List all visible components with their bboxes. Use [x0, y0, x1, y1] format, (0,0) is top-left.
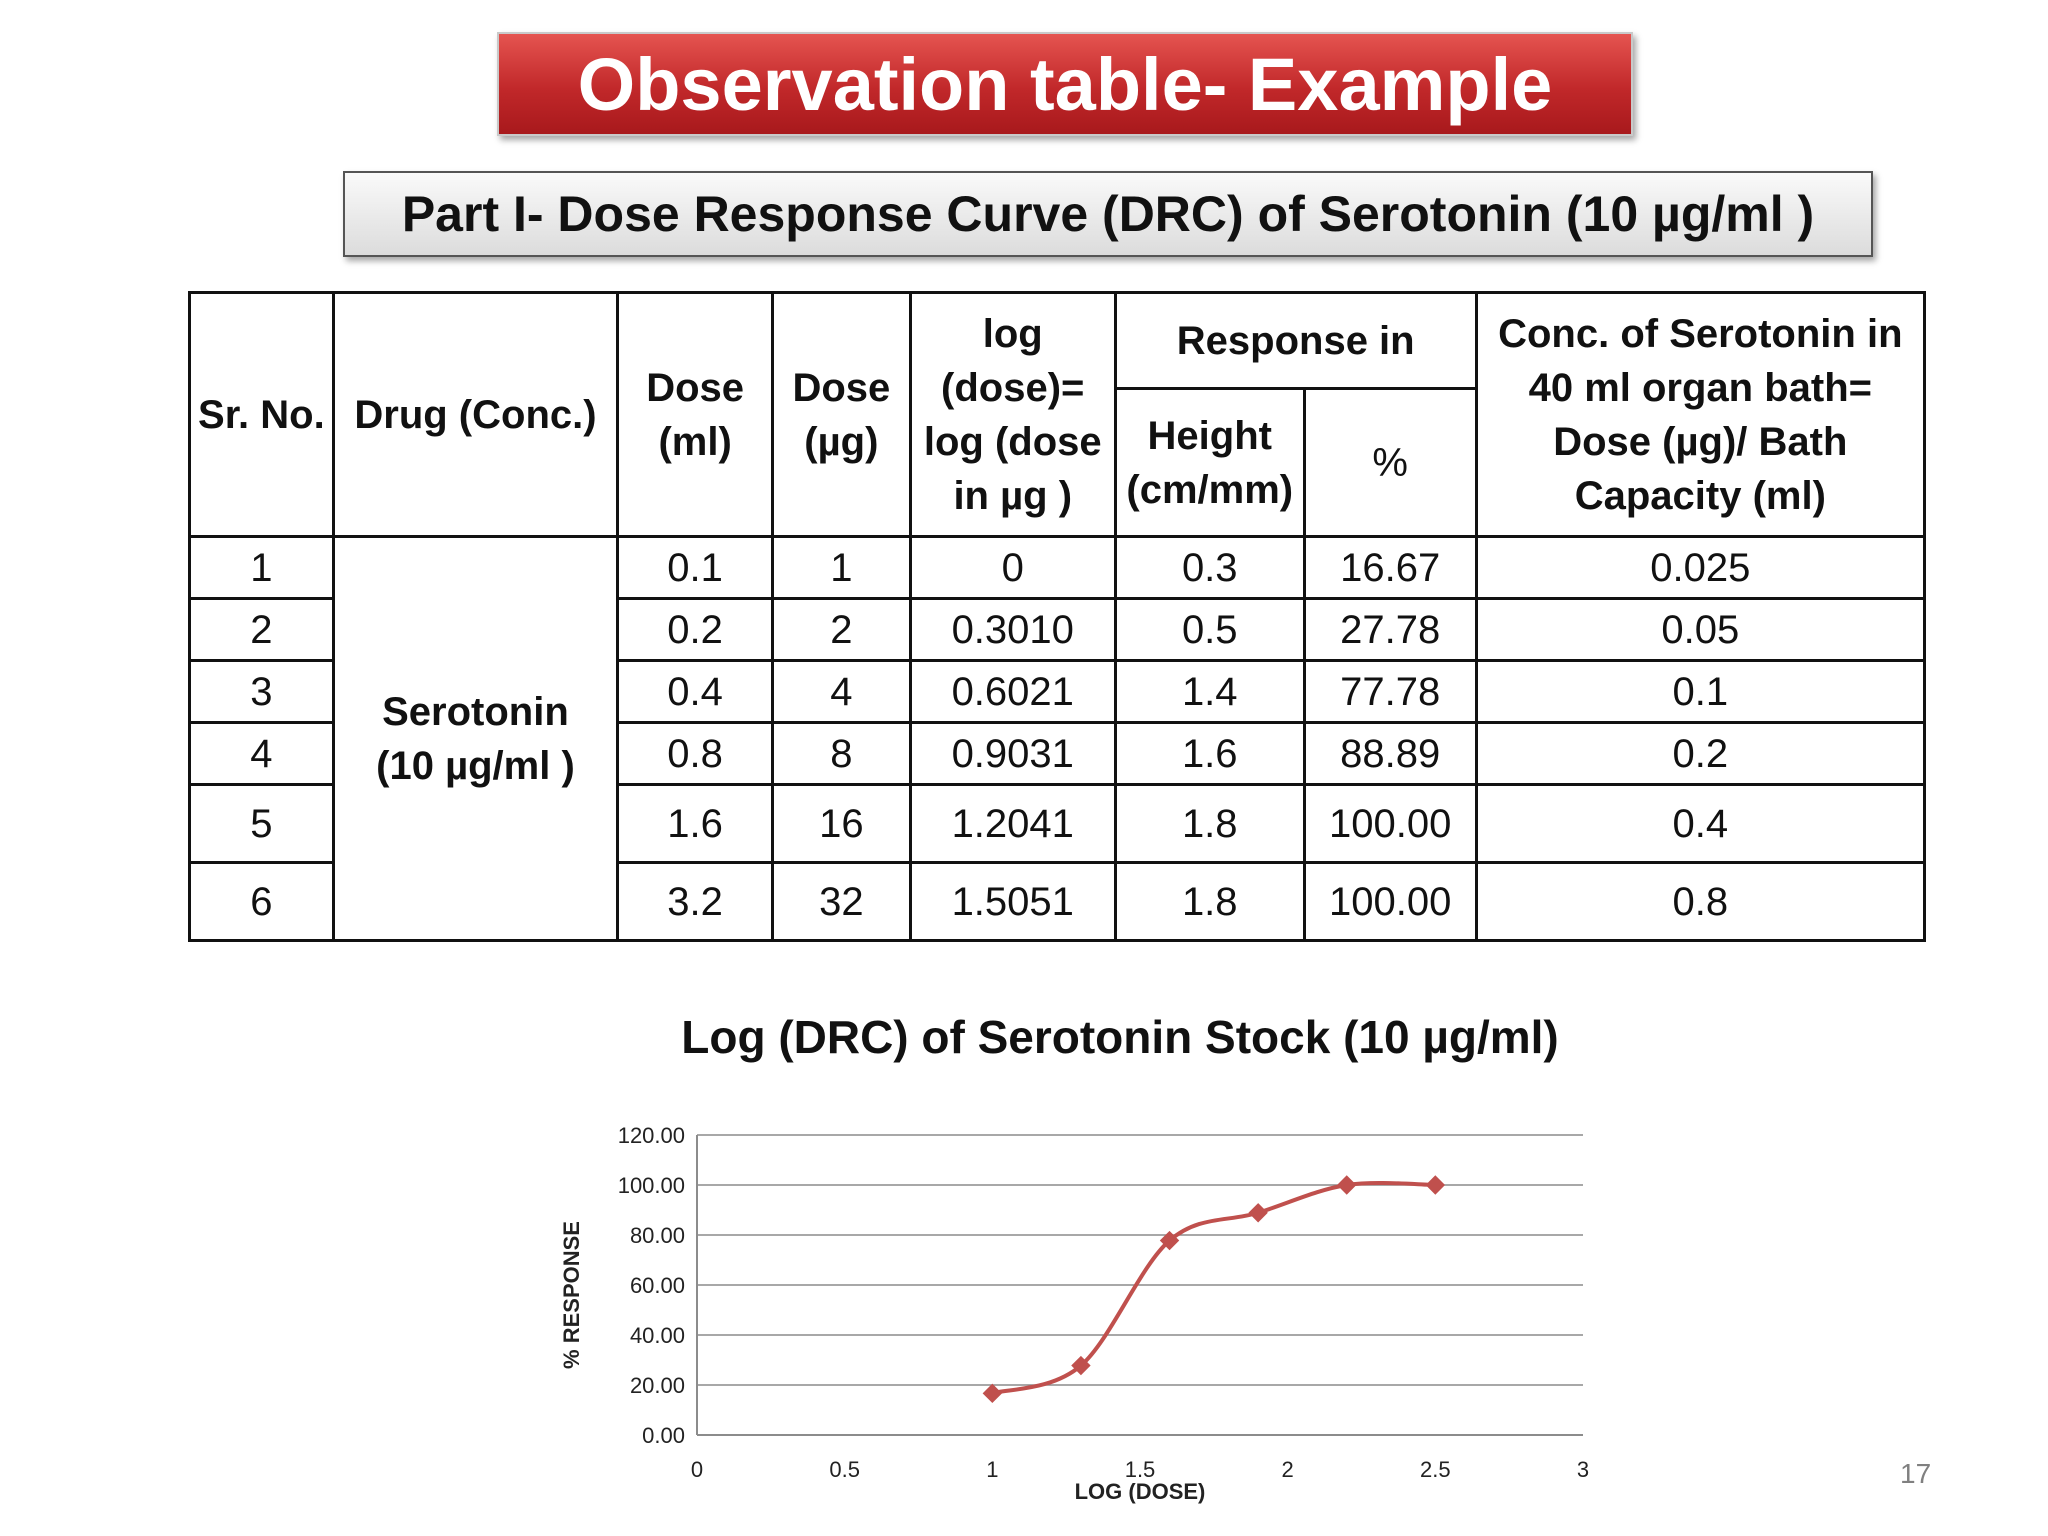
cell-height: 1.8 — [1113, 783, 1306, 864]
cell-dose-ug: 4 — [771, 659, 912, 724]
cell-conc: 0.1 — [1474, 659, 1927, 724]
cell-log-dose: 0.9031 — [908, 721, 1117, 786]
x-tick-label: 0.5 — [829, 1457, 860, 1482]
cell-sr: 6 — [188, 861, 335, 942]
table-row: 5 1.6 16 1.2041 1.8 100.00 0.4 — [188, 783, 1927, 864]
data-point-marker — [1159, 1230, 1180, 1251]
chart-plot: 0.00 20.00 40.00 60.00 80.00 100.00 120.00 0 0.5… — [559, 1123, 1589, 1504]
drug-cell: Serotonin (10 µg/ml ) — [331, 535, 620, 942]
cell-dose-ml: 0.8 — [616, 721, 774, 786]
cell-dose-ug: 16 — [771, 783, 912, 864]
cell-sr: 2 — [188, 597, 335, 662]
cell-dose-ml: 0.1 — [616, 535, 774, 600]
header-height: Height (cm/mm) — [1113, 387, 1306, 538]
table-row: 1 Serotonin (10 µg/ml ) 0.1 1 0 0.3 16.6… — [188, 535, 1927, 942]
x-tick-label: 2 — [1282, 1457, 1294, 1482]
cell-conc: 0.2 — [1474, 721, 1927, 786]
cell-height: 1.8 — [1113, 861, 1306, 942]
cell-dose-ml: 1.6 — [616, 783, 774, 864]
y-axis-label: % RESPONSE — [559, 1221, 584, 1369]
cell-conc: 0.05 — [1474, 597, 1927, 662]
series-line — [991, 1180, 1436, 1396]
cell-dose-ug: 32 — [771, 861, 912, 942]
cell-log-dose: 1.5051 — [908, 861, 1117, 942]
data-point-marker — [1248, 1203, 1268, 1223]
chart-title: Log (DRC) of Serotonin Stock (10 µg/ml) — [681, 1011, 1559, 1063]
header-conc: Conc. of Serotonin in 40 ml organ bath= … — [1474, 291, 1927, 538]
drc-chart: Log (DRC) of Serotonin Stock (10 µg/ml) … — [540, 1010, 1700, 1530]
header-response-in: Response in — [1113, 291, 1478, 390]
y-tick-label: 60.00 — [630, 1273, 685, 1298]
data-point-marker — [982, 1383, 1003, 1404]
cell-conc: 0.025 — [1474, 535, 1927, 600]
slide-title: Observation table- Example — [497, 32, 1633, 136]
cell-sr: 5 — [188, 783, 335, 864]
y-tick-label: 40.00 — [630, 1323, 685, 1348]
cell-height: 1.6 — [1113, 721, 1306, 786]
header-drug: Drug (Conc.) — [331, 291, 620, 538]
cell-height: 0.3 — [1113, 535, 1306, 600]
cell-conc: 0.4 — [1474, 783, 1927, 864]
cell-log-dose: 0 — [908, 535, 1117, 600]
drug-conc: (10 µg/ml ) — [376, 743, 575, 788]
cell-sr: 3 — [188, 659, 335, 724]
slide-subtitle: Part I- Dose Response Curve (DRC) of Ser… — [343, 171, 1873, 257]
y-tick-label: 20.00 — [630, 1373, 685, 1398]
data-point-marker — [1071, 1355, 1091, 1376]
cell-percent: 88.89 — [1302, 721, 1478, 786]
data-point-marker — [1337, 1175, 1357, 1195]
x-tick-label: 2.5 — [1420, 1457, 1451, 1482]
cell-sr: 1 — [188, 535, 335, 600]
drug-name: Serotonin — [382, 689, 569, 734]
cell-dose-ug: 2 — [771, 597, 912, 662]
cell-conc: 0.8 — [1474, 861, 1927, 942]
x-tick-label: 3 — [1577, 1457, 1589, 1482]
table-row: 4 0.8 8 0.9031 1.6 88.89 0.2 — [188, 721, 1927, 786]
table-row: 3 0.4 4 0.6021 1.4 77.78 0.1 — [188, 659, 1927, 724]
table-row: 2 0.2 2 0.3010 0.5 27.78 0.05 — [188, 597, 1927, 662]
header-log-dose: log (dose)= log (dose in µg ) — [908, 291, 1117, 538]
header-dose-ug: Dose (µg) — [771, 291, 912, 538]
cell-dose-ml: 0.4 — [616, 659, 774, 724]
cell-sr: 4 — [188, 721, 335, 786]
x-tick-label: 1 — [986, 1457, 998, 1482]
cell-percent: 100.00 — [1302, 861, 1478, 942]
cell-height: 1.4 — [1113, 659, 1306, 724]
y-tick-label: 0.00 — [642, 1423, 685, 1448]
observation-table: Sr. No. Drug (Conc.) Dose (ml) Dose (µg)… — [188, 291, 1927, 942]
cell-percent: 16.67 — [1302, 535, 1478, 600]
data-point-marker — [1425, 1175, 1446, 1195]
header-dose-ml: Dose (ml) — [616, 291, 774, 538]
cell-dose-ml: 0.2 — [616, 597, 774, 662]
cell-dose-ug: 8 — [771, 721, 912, 786]
cell-percent: 100.00 — [1302, 783, 1478, 864]
cell-log-dose: 0.3010 — [908, 597, 1117, 662]
y-tick-label: 80.00 — [630, 1223, 685, 1248]
x-tick-label: 1.5 — [1125, 1457, 1156, 1482]
x-axis-label: LOG (DOSE) — [1075, 1479, 1206, 1504]
page-number: 17 — [1900, 1458, 1932, 1489]
cell-log-dose: 0.6021 — [908, 659, 1117, 724]
cell-log-dose: 1.2041 — [908, 783, 1117, 864]
x-tick-label: 0 — [691, 1457, 703, 1482]
cell-dose-ug: 1 — [771, 535, 912, 600]
header-sr-no: Sr. No. — [188, 291, 335, 538]
cell-dose-ml: 3.2 — [616, 861, 774, 942]
y-tick-label: 100.00 — [618, 1173, 685, 1198]
header-percent: % — [1302, 387, 1478, 538]
cell-percent: 27.78 — [1302, 597, 1478, 662]
cell-percent: 77.78 — [1302, 659, 1478, 724]
y-tick-label: 120.00 — [618, 1123, 685, 1148]
table-row: 6 3.2 32 1.5051 1.8 100.00 0.8 — [188, 861, 1927, 942]
cell-height: 0.5 — [1113, 597, 1306, 662]
